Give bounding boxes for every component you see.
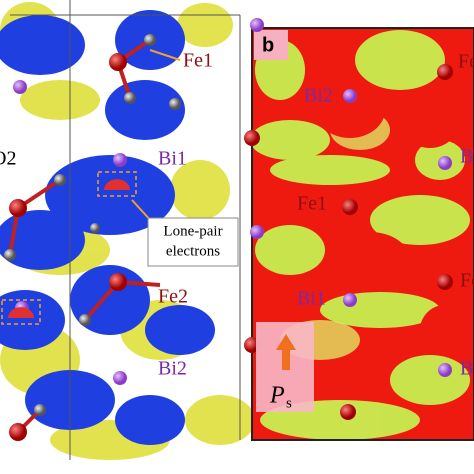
- polarization-subscript: s: [286, 395, 292, 411]
- atom-label: Bi1: [158, 148, 187, 170]
- atom-label: Bi1: [297, 288, 326, 310]
- atom-label: Bi2: [158, 358, 187, 380]
- panel-label: b: [262, 34, 274, 56]
- atom-label: Fe2: [158, 286, 188, 308]
- atom-label: Fe1: [297, 193, 327, 215]
- atom-label: Fe: [458, 51, 474, 73]
- left-panel: Fe1 O2 Bi1 Fe2 Bi2 Lone-pair electrons: [0, 0, 255, 460]
- annotation: electrons: [166, 243, 220, 259]
- atom-label: Fe: [460, 270, 474, 292]
- atom-label: O2: [0, 148, 16, 170]
- annotation: Lone-pair: [163, 223, 222, 239]
- atom-label: Fe1: [183, 50, 213, 72]
- atom-label: Bi: [460, 146, 474, 168]
- panel-label-box: [254, 30, 288, 60]
- annotation-box: [147, 217, 239, 267]
- atom-label: Bi2: [304, 85, 333, 107]
- atom-label: Bi: [460, 358, 474, 380]
- right-panel: b Fe Bi2 Bi Fe1 Fe Bi1 Bi P s: [244, 18, 474, 441]
- polarization-symbol: P: [269, 383, 285, 409]
